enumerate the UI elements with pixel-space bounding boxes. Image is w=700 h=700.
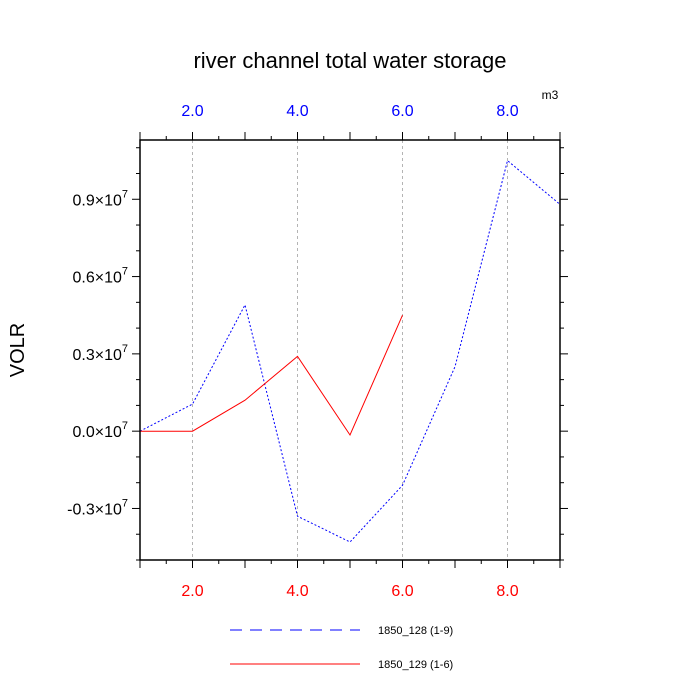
- x-tick-label-bottom: 4.0: [286, 583, 308, 600]
- top-axis-unit: m3: [542, 88, 559, 102]
- y-tick-label: 0.3×107: [72, 343, 128, 364]
- y-tick-label: 0.9×107: [72, 188, 128, 209]
- y-tick-times: ×10: [95, 192, 122, 209]
- chart-title: river channel total water storage: [193, 48, 506, 73]
- y-tick-mantissa: -0.3: [67, 501, 95, 518]
- x-tick-label-top: 4.0: [286, 103, 308, 120]
- tick-labels: 2.02.04.04.06.06.08.08.0-0.3×1070.0×1070…: [67, 103, 519, 600]
- x-tick-label-bottom: 8.0: [496, 583, 518, 600]
- y-tick-exponent: 7: [122, 497, 128, 509]
- series-line-1: [139, 159, 561, 543]
- y-tick-mantissa: 0.6: [72, 270, 94, 287]
- y-tick-mantissa: 0.9: [72, 192, 94, 209]
- y-tick-exponent: 7: [122, 420, 128, 432]
- y-axis-label: VOLR: [7, 323, 29, 377]
- series-lines: [139, 159, 561, 543]
- y-tick-mantissa: 0.3: [72, 347, 94, 364]
- y-tick-times: ×10: [95, 347, 122, 364]
- x-tick-label-top: 2.0: [181, 103, 203, 120]
- y-tick-exponent: 7: [122, 188, 128, 200]
- legend-label-1: 1850_128 (1-9): [378, 625, 453, 637]
- y-tick-times: ×10: [95, 270, 122, 287]
- y-tick-times: ×10: [95, 501, 122, 518]
- legend: 1850_128 (1-9) 1850_129 (1-6): [230, 625, 453, 671]
- y-tick-mantissa: 0.0: [72, 424, 94, 441]
- y-tick-label: 0.6×107: [72, 266, 128, 287]
- axis-ticks: [132, 132, 568, 568]
- plot-frame: [139, 139, 561, 561]
- x-tick-label-bottom: 2.0: [181, 583, 203, 600]
- y-tick-exponent: 7: [122, 343, 128, 355]
- x-tick-label-top: 6.0: [391, 103, 413, 120]
- legend-label-2: 1850_129 (1-6): [378, 659, 453, 671]
- y-tick-label: 0.0×107: [72, 420, 128, 441]
- series-line-2: [140, 314, 403, 437]
- grid: [192, 140, 508, 560]
- x-tick-label-top: 8.0: [496, 103, 518, 120]
- x-tick-label-bottom: 6.0: [391, 583, 413, 600]
- y-tick-label: -0.3×107: [67, 497, 128, 518]
- y-tick-exponent: 7: [122, 266, 128, 278]
- y-tick-times: ×10: [95, 424, 122, 441]
